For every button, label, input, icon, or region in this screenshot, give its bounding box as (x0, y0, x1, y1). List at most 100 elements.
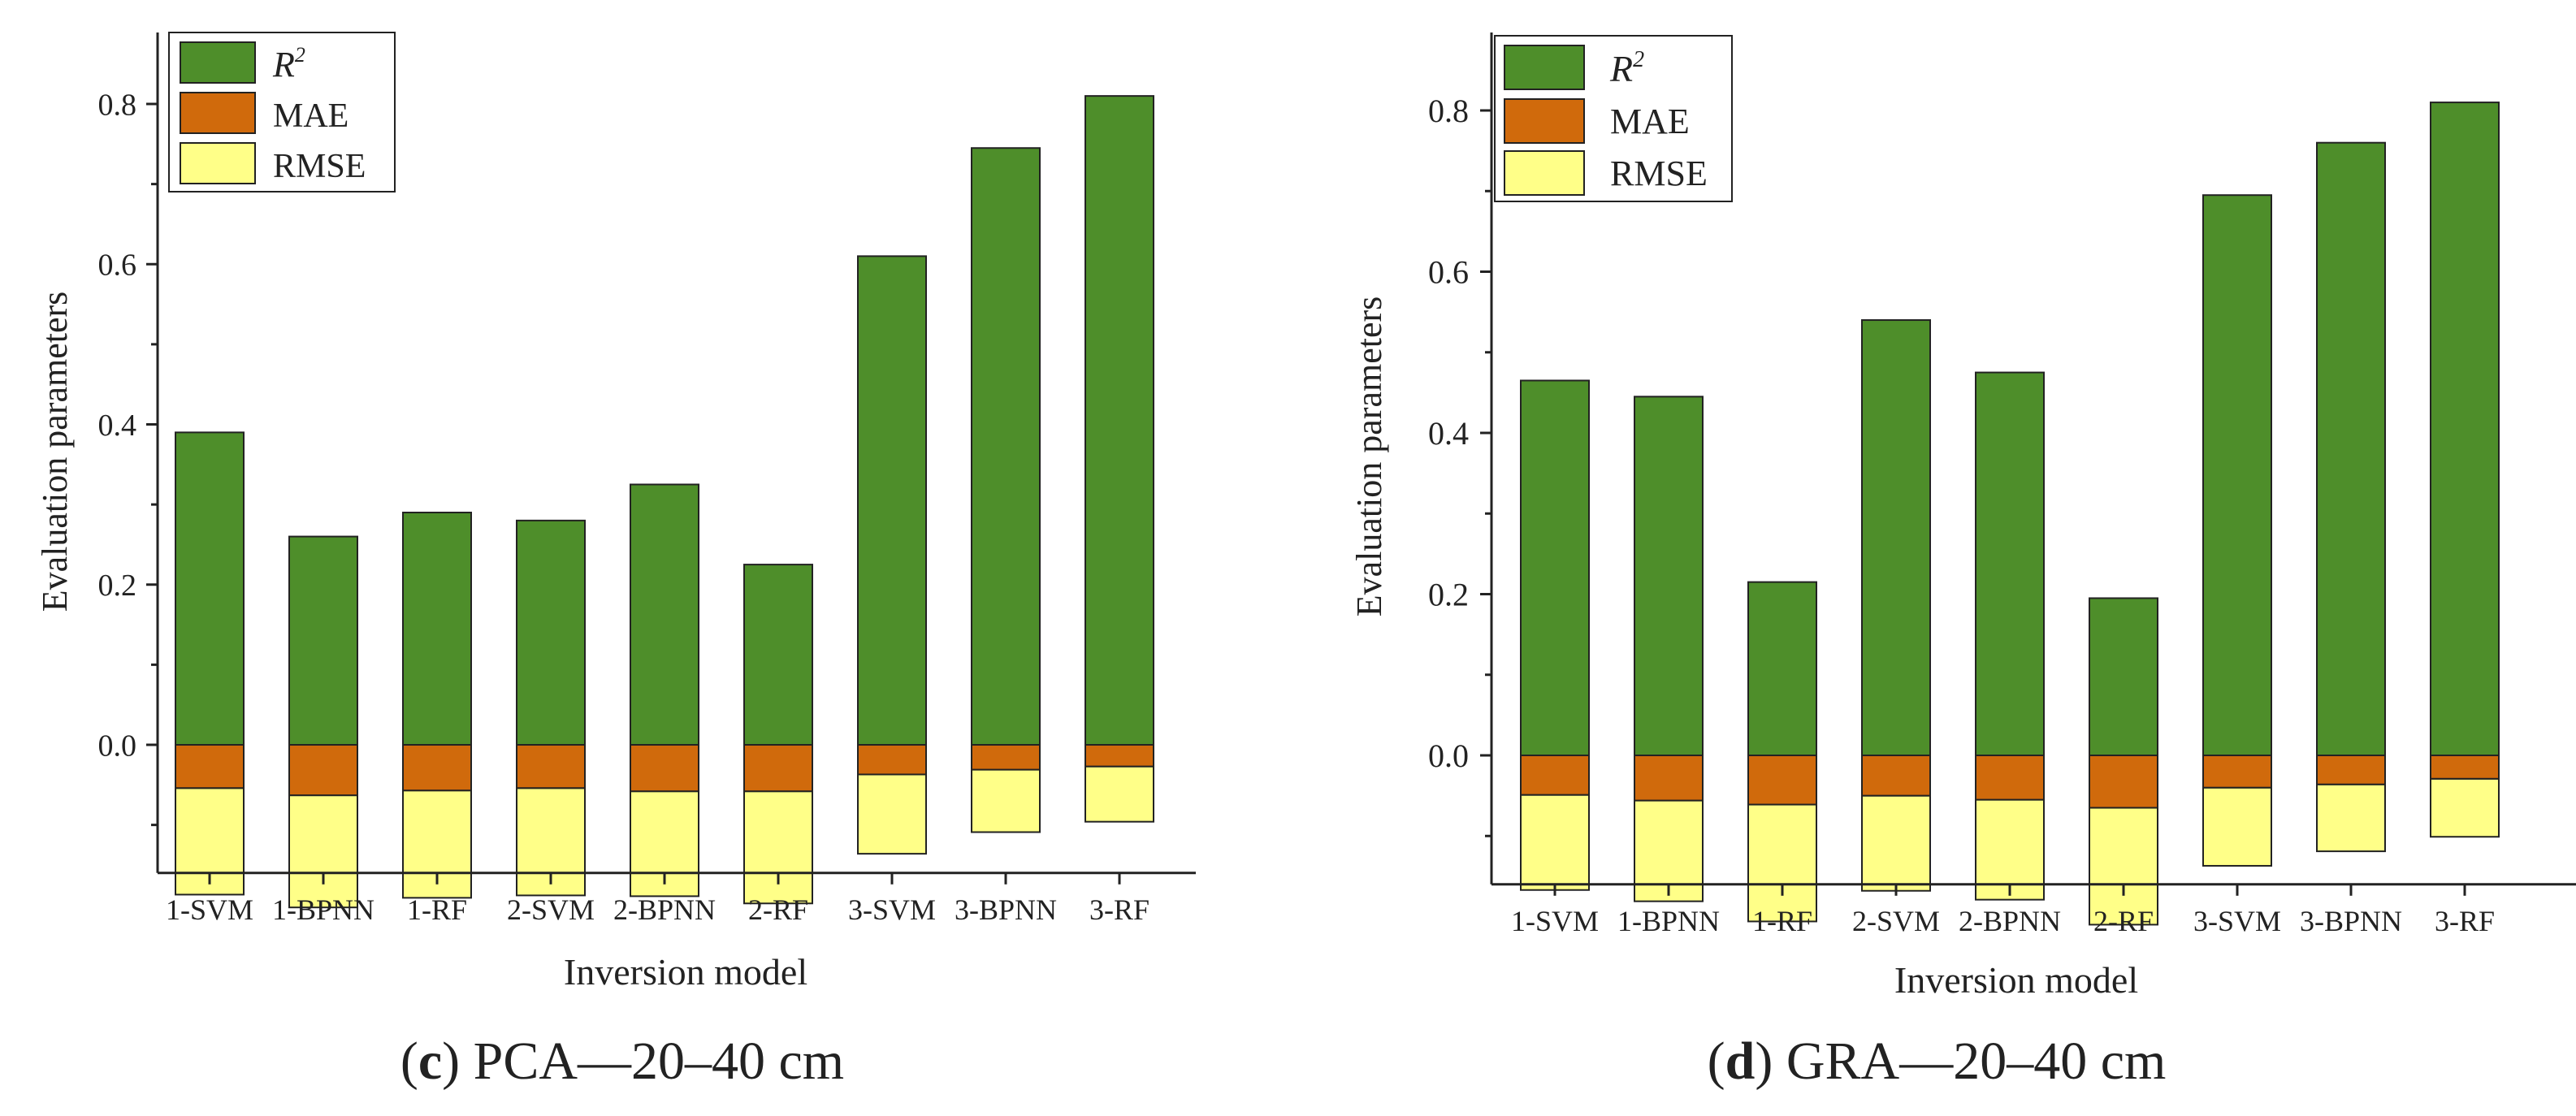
bar-rmse-3-BPNN (2316, 783, 2386, 853)
bar-mae-1-BPNN (1634, 755, 1704, 802)
legend-label-r2: R2 (272, 43, 305, 84)
x-axis-label: Inversion model (564, 951, 807, 993)
y-tick-label: 0.4 (98, 409, 137, 443)
x-tick-label: 3-SVM (2193, 905, 2281, 937)
x-tick-label: 3-RF (2435, 905, 2495, 937)
subtitle-letter: d (1725, 1032, 1756, 1091)
bar-r2-1-BPNN (288, 535, 358, 746)
bar-r2-2-RF (743, 564, 813, 746)
bar-r2-1-RF (402, 511, 472, 746)
legend-swatch-r2 (180, 41, 256, 84)
bar-rmse-2-RF (743, 790, 813, 905)
bar-rmse-2-BPNN (1975, 798, 2045, 901)
bar-rmse-1-SVM (1520, 794, 1590, 891)
x-tick-label: 1-BPNN (272, 893, 374, 926)
bar-mae-1-RF (1747, 755, 1817, 806)
bar-r2-1-BPNN (1634, 396, 1704, 756)
bar-r2-3-BPNN (971, 147, 1041, 746)
bar-r2-2-SVM (1861, 319, 1931, 756)
subtitle-text: PCA—20–40 cm (460, 1032, 844, 1091)
y-tick-label: 0.4 (1428, 415, 1469, 452)
bar-rmse-3-RF (2430, 777, 2500, 838)
y-tick-label: 0.0 (1428, 738, 1469, 774)
bar-mae-2-BPNN (1975, 755, 2045, 801)
y-tick-label: 0.8 (1428, 93, 1469, 129)
y-tick-label: 0.8 (98, 88, 137, 122)
x-ticks-group: 1-SVM 1-BPNN 1-RF 2-SVM 2-BPNN 2-RF 3-SVM 3-BPN… (1511, 884, 2495, 937)
legend-swatch-r2 (1504, 45, 1585, 90)
bar-mae-2-SVM (516, 744, 586, 789)
y-ticks-group: 0.0 0.2 0.4 0.6 0.8 (1428, 93, 1491, 837)
x-tick-label: 3-RF (1089, 893, 1149, 926)
bar-rmse-3-SVM (857, 773, 927, 855)
bar-mae-1-BPNN (288, 744, 358, 797)
legend-swatch-rmse (1504, 150, 1585, 196)
legend-label-r2: R2 (1609, 47, 1644, 89)
x-tick-label: 2-SVM (507, 893, 595, 926)
bar-r2-2-BPNN (630, 483, 699, 746)
bars-group (175, 95, 1154, 909)
legend-label-rmse: RMSE (273, 148, 366, 185)
bars-group (1520, 102, 2500, 926)
bar-r2-2-SVM (516, 519, 586, 746)
legend-label-mae: MAE (1610, 102, 1690, 141)
legend: R2 MAE RMSE (168, 32, 396, 192)
chart-panel-c: 0.0 0.2 0.4 0.6 0.8 1-SVM 1-BPNN 1-RF 2-SVM 2-BP… (35, 32, 1196, 1091)
bar-mae-1-SVM (175, 744, 245, 789)
legend-label-mae: MAE (273, 97, 349, 135)
bar-r2-3-SVM (2202, 194, 2272, 756)
x-tick-label: 2-RF (2093, 905, 2154, 937)
bar-mae-2-RF (743, 744, 813, 793)
legend-swatch-rmse (180, 142, 256, 184)
bar-r2-1-RF (1747, 581, 1817, 756)
bar-mae-3-SVM (857, 744, 927, 776)
bar-rmse-3-BPNN (971, 768, 1041, 833)
x-axis-label: Inversion model (1894, 959, 2138, 1001)
bar-mae-2-RF (2089, 755, 2158, 809)
x-tick-label: 2-RF (748, 893, 808, 926)
x-tick-label: 1-BPNN (1617, 905, 1720, 937)
legend-swatch-mae (1504, 98, 1585, 144)
axes-group (156, 32, 1196, 875)
legend-swatch-mae (180, 92, 256, 134)
bar-rmse-2-RF (2089, 807, 2158, 926)
x-tick-label: 2-BPNN (613, 893, 716, 926)
legend: R2 MAE RMSE (1494, 35, 1733, 202)
bar-r2-2-BPNN (1975, 371, 2045, 756)
x-ticks-group: 1-SVM 1-BPNN 1-RF 2-SVM 2-BPNN 2-RF 3-SVM 3-BPN… (166, 872, 1149, 926)
bar-mae-2-BPNN (630, 744, 699, 793)
bar-r2-3-BPNN (2316, 141, 2386, 756)
x-tick-label: 1-RF (407, 893, 467, 926)
bar-mae-1-SVM (1520, 755, 1590, 796)
bar-mae-3-RF (2430, 755, 2500, 780)
y-tick-label: 0.2 (1428, 577, 1469, 613)
bar-rmse-3-SVM (2202, 786, 2272, 867)
bar-mae-3-RF (1085, 744, 1154, 768)
bar-mae-3-BPNN (2316, 755, 2386, 785)
x-tick-label: 3-BPNN (2300, 905, 2402, 937)
chart-subtitle: (c) PCA—20–40 cm (400, 1032, 844, 1091)
bar-r2-3-SVM (857, 255, 927, 746)
bar-r2-3-RF (1085, 95, 1154, 746)
bar-rmse-1-RF (1747, 803, 1817, 923)
y-tick-label: 0.2 (98, 569, 137, 603)
bar-mae-3-SVM (2202, 755, 2272, 789)
bar-r2-1-SVM (175, 431, 245, 746)
bar-rmse-2-SVM (1861, 794, 1931, 892)
x-tick-label: 3-SVM (848, 893, 936, 926)
bar-rmse-1-BPNN (288, 794, 358, 909)
chart-panel-d: 0.0 0.2 0.4 0.6 0.8 1-SVM 1-BPNN 1-RF 2-SVM 2-BP… (1349, 32, 2576, 1091)
y-tick-label: 0.6 (1428, 254, 1469, 291)
y-axis-label: Evaluation parameters (1349, 296, 1389, 617)
bar-r2-2-RF (2089, 597, 2158, 757)
y-axis-label: Evaluation parameters (35, 292, 75, 612)
x-tick-label: 1-SVM (166, 893, 253, 926)
x-tick-label: 2-SVM (1852, 905, 1940, 937)
bar-mae-3-BPNN (971, 744, 1041, 771)
bar-rmse-3-RF (1085, 765, 1154, 823)
y-tick-label: 0.0 (98, 729, 137, 763)
y-ticks-group: 0.0 0.2 0.4 0.6 0.8 (98, 88, 158, 827)
chart-subtitle: (d) GRA—20–40 cm (1708, 1032, 2167, 1091)
x-tick-label: 2-BPNN (1959, 905, 2061, 937)
